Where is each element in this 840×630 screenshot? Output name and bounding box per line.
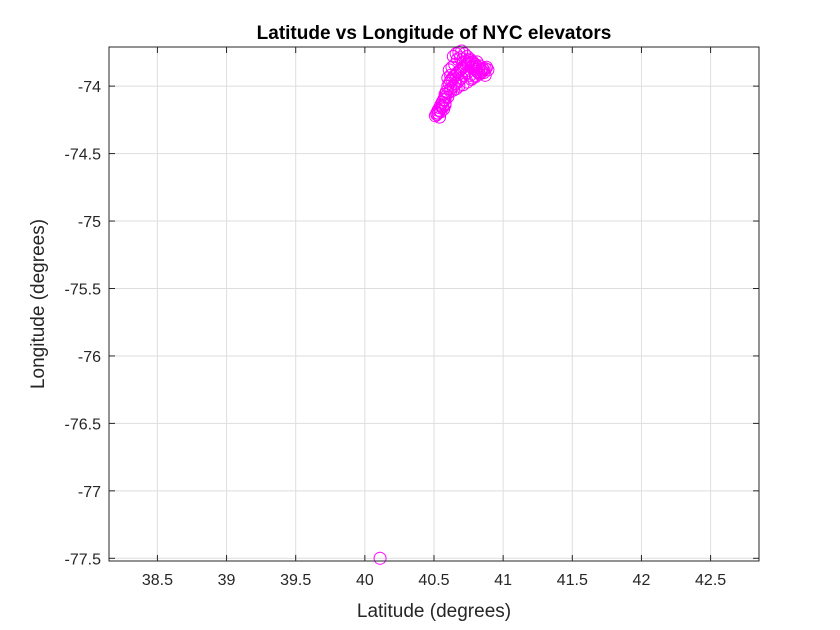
- x-tick-label: 39: [218, 572, 236, 589]
- data-point: [451, 52, 465, 66]
- data-point: [478, 68, 492, 82]
- axis-ticks: [109, 47, 759, 561]
- data-point: [441, 90, 455, 104]
- x-axis-label: Latitude (degrees): [357, 601, 511, 622]
- y-tick-label: -74.5: [65, 147, 102, 164]
- x-tick-label: 42.5: [695, 572, 726, 589]
- data-point: [449, 82, 463, 96]
- chart-title: Latitude vs Longitude of NYC elevators: [257, 23, 612, 44]
- data-point: [464, 72, 478, 86]
- data-point: [462, 58, 476, 72]
- y-tick-label: -77.5: [65, 551, 102, 568]
- x-tick-label: 42: [633, 572, 651, 589]
- data-point: [373, 551, 387, 565]
- x-tick-label: 40: [356, 572, 374, 589]
- data-point: [448, 76, 462, 90]
- x-tick-label: 39.5: [280, 572, 311, 589]
- x-tick-label: 41.5: [557, 572, 588, 589]
- x-tick-label: 40.5: [418, 572, 449, 589]
- x-tick-label: 38.5: [142, 572, 173, 589]
- data-point: [437, 102, 451, 116]
- y-tick-labels: -74 -74.5 -75 -75.5 -76 -76.5 -77 -77.5: [65, 79, 102, 568]
- y-tick-label: -75.5: [65, 281, 102, 298]
- y-axis-label: Longitude (degrees): [28, 219, 49, 389]
- y-tick-label: -76: [78, 349, 101, 366]
- grid: [109, 47, 759, 561]
- data-point: [468, 70, 482, 84]
- data-point: [475, 62, 489, 76]
- data-point: [434, 105, 448, 119]
- y-tick-label: -75: [78, 214, 101, 231]
- y-tick-label: -76.5: [65, 416, 102, 433]
- data-point: [438, 97, 452, 111]
- y-tick-label: -77: [78, 484, 101, 501]
- data-points: [373, 44, 495, 565]
- data-point: [435, 99, 449, 113]
- data-point: [438, 93, 452, 107]
- y-tick-label: -74: [78, 79, 101, 96]
- x-tick-labels: 38.5 39 39.5 40 40.5 41 41.5 42 42.5: [142, 572, 726, 589]
- data-point: [452, 45, 466, 59]
- x-tick-label: 41: [494, 572, 512, 589]
